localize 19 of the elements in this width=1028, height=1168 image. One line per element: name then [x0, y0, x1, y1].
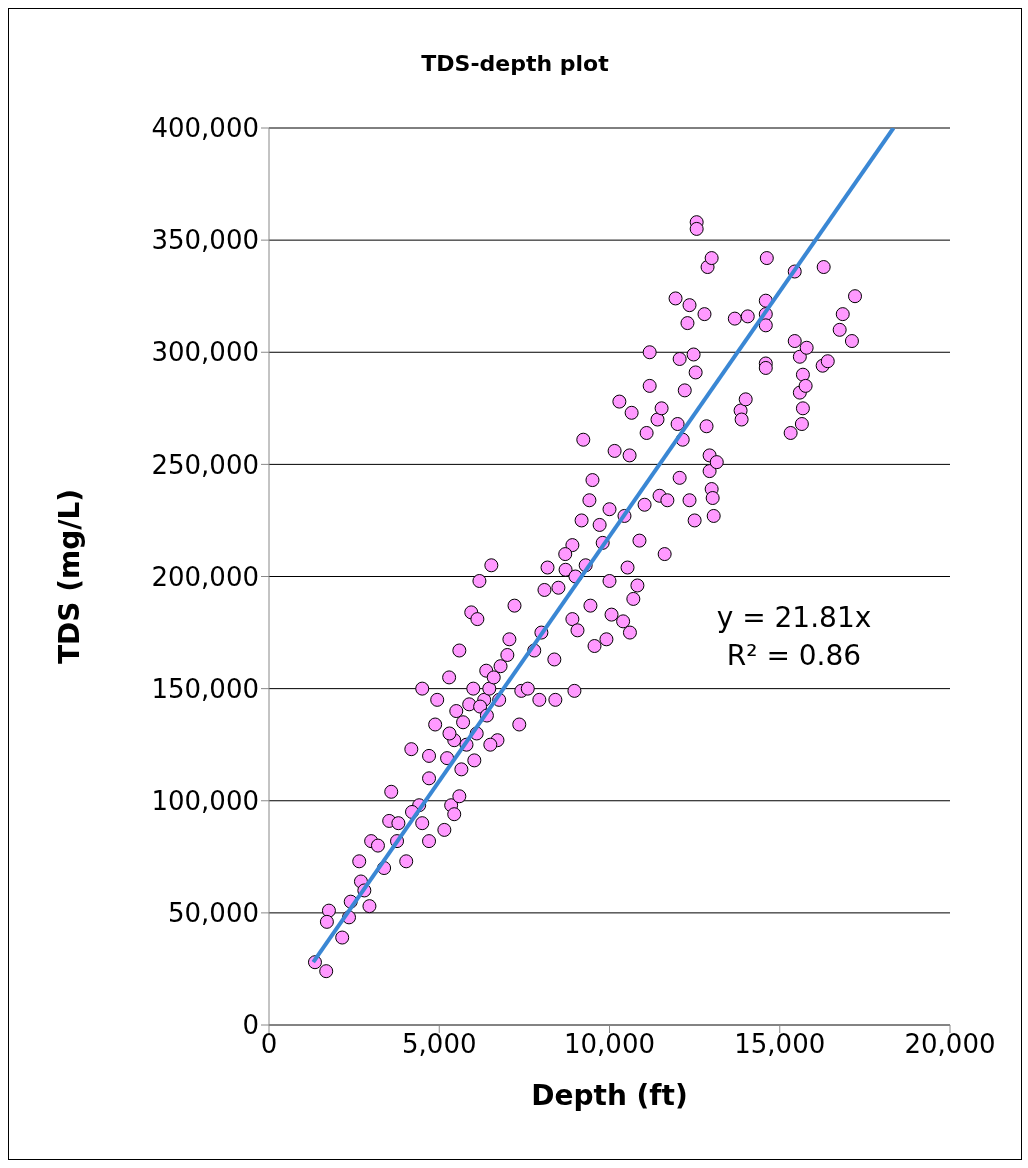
annotation: y = 21.81x — [715, 600, 873, 636]
y-tick-label: 50,000 — [168, 898, 259, 929]
y-axis-title: TDS (mg/L) — [52, 488, 86, 665]
y-tick-label: 200,000 — [151, 561, 259, 592]
chart-title: TDS-depth plot — [420, 51, 610, 76]
x-tick-label: 15,000 — [734, 1029, 826, 1060]
y-tick-label: 100,000 — [151, 785, 259, 816]
x-tick-label: 10,000 — [564, 1029, 655, 1060]
x-tick-label: 0 — [260, 1029, 278, 1060]
x-tick-label: 20,000 — [904, 1029, 996, 1060]
y-tick-label: 0 — [242, 1010, 259, 1041]
y-tick-label: 400,000 — [151, 113, 259, 144]
annotation: R² = 0.86 — [725, 638, 863, 674]
y-tick-label: 250,000 — [151, 449, 259, 480]
x-axis-title: Depth (ft) — [531, 1079, 688, 1112]
x-tick-label: 5,000 — [402, 1029, 477, 1060]
y-tick-label: 300,000 — [151, 337, 259, 368]
y-tick-label: 150,000 — [151, 673, 259, 704]
y-tick-label: 350,000 — [151, 225, 259, 256]
